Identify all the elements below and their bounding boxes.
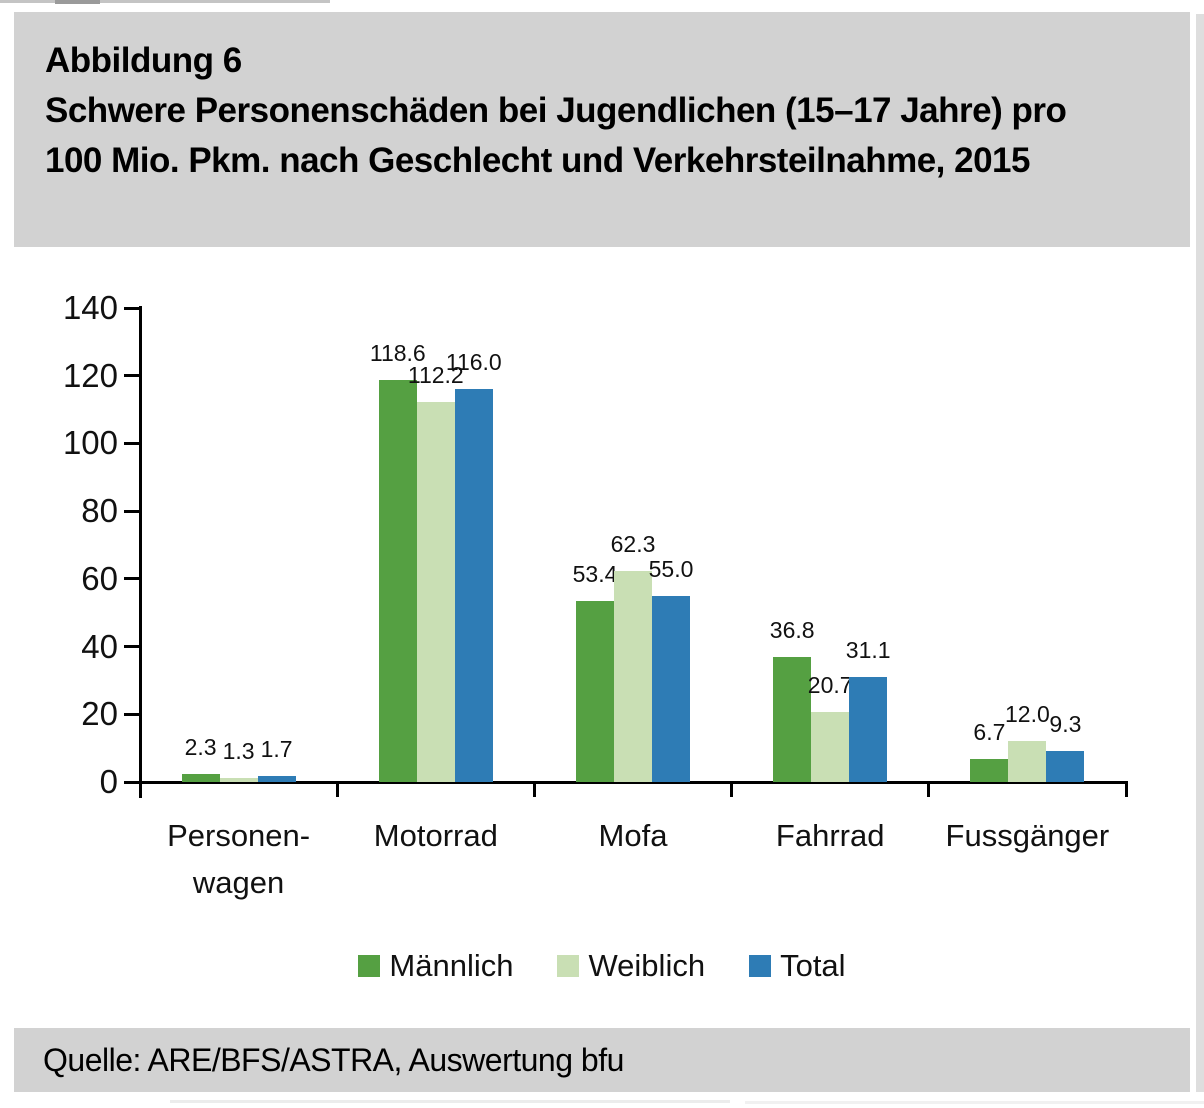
y-axis-tick: [124, 577, 140, 581]
figure-header-band: Abbildung 6 Schwere Personenschäden bei …: [14, 12, 1190, 247]
legend-item-männlich: Männlich: [358, 948, 513, 984]
y-axis-tick-label: 20: [81, 695, 118, 733]
bar-weiblich-personenwagen: [219, 777, 258, 782]
figure-title-line2: 100 Mio. Pkm. nach Geschlecht und Verkeh…: [45, 141, 1030, 180]
value-label-weiblich-personenwagen: 1.3: [222, 737, 255, 764]
legend-swatch-total: [749, 955, 772, 977]
legend-label-männlich: Männlich: [389, 948, 514, 983]
bar-total-personenwagen: [257, 776, 296, 782]
legend-swatch-weiblich: [557, 955, 580, 977]
value-label-männlich-mofa: 53.4: [572, 561, 618, 588]
bar-männlich-fussgänger: [970, 759, 1009, 782]
figure-title-line1: Schwere Personenschäden bei Jugendlichen…: [45, 91, 1067, 130]
y-axis-tick-label: 80: [81, 492, 118, 530]
chart-legend: Männlich Weiblich Total: [14, 948, 1190, 984]
x-axis-tick: [1124, 782, 1128, 797]
value-label-total-fahrrad: 31.1: [845, 636, 891, 663]
y-axis-tick-label: 60: [81, 559, 118, 597]
value-label-männlich-fussgänger: 6.7: [973, 719, 1006, 746]
bar-total-motorrad: [454, 389, 493, 782]
value-label-männlich-personenwagen: 2.3: [184, 734, 217, 761]
bar-total-fussgänger: [1046, 750, 1085, 782]
value-label-weiblich-fahrrad: 20.7: [807, 671, 853, 698]
value-label-total-motorrad: 116.0: [445, 349, 502, 376]
y-axis-tick: [124, 374, 140, 378]
x-axis-tick: [532, 782, 536, 797]
bar-männlich-motorrad: [378, 380, 417, 782]
figure-title: Abbildung 6 Schwere Personenschäden bei …: [45, 36, 1067, 186]
y-axis-tick: [124, 780, 140, 784]
scan-artifact-bottom-right: [745, 1101, 1204, 1104]
x-axis-line: [139, 781, 1128, 784]
value-label-weiblich-fussgänger: 12.0: [1005, 701, 1050, 728]
legend-item-total: Total: [749, 948, 846, 984]
source-band: Quelle: ARE/BFS/ASTRA, Auswertung bfu: [14, 1028, 1190, 1092]
category-label-fahrrad: Fahrrad: [775, 818, 885, 853]
y-axis-tick: [124, 509, 140, 513]
category-label-fussgänger: Fussgänger: [945, 818, 1110, 853]
bar-männlich-fahrrad: [773, 657, 812, 782]
legend-item-weiblich: Weiblich: [557, 948, 705, 984]
y-axis-tick-label: 0: [99, 763, 118, 800]
y-axis-tick: [124, 306, 140, 310]
bar-weiblich-fussgänger: [1008, 741, 1047, 782]
y-axis-tick: [124, 712, 140, 716]
scan-artifact-top: [0, 0, 330, 3]
scan-artifact-top-speck: [55, 0, 100, 4]
scan-artifact-right-edge: [1196, 14, 1204, 1092]
bar-weiblich-fahrrad: [811, 711, 850, 782]
y-axis-tick: [124, 645, 140, 649]
y-axis-tick-label: 40: [81, 627, 118, 665]
bar-total-fahrrad: [849, 676, 888, 782]
x-axis-tick: [927, 782, 931, 797]
y-axis-line: [139, 306, 142, 798]
x-axis-tick: [730, 782, 734, 797]
legend-swatch-männlich: [358, 955, 381, 977]
value-label-weiblich-mofa: 62.3: [610, 531, 656, 558]
legend-label-total: Total: [780, 948, 846, 983]
bar-männlich-mofa: [576, 601, 614, 782]
category-label-personenwagen: Personen- wagen: [167, 818, 311, 900]
value-label-männlich-motorrad: 118.6: [369, 340, 426, 367]
figure-number: Abbildung 6: [45, 41, 242, 80]
value-label-total-personenwagen: 1.7: [260, 736, 293, 763]
value-label-weiblich-motorrad: 112.2: [407, 362, 464, 389]
value-label-männlich-fahrrad: 36.8: [769, 617, 815, 644]
x-axis-tick: [138, 782, 142, 797]
bar-total-mofa: [652, 595, 690, 782]
value-label-total-mofa: 55.0: [648, 555, 694, 582]
bar-weiblich-mofa: [614, 571, 652, 782]
bar-weiblich-motorrad: [416, 402, 455, 782]
category-label-motorrad: Motorrad: [373, 818, 498, 853]
y-axis-tick-label: 100: [62, 424, 118, 462]
y-axis-tick-label: 140: [62, 289, 118, 326]
value-label-total-fussgänger: 9.3: [1049, 710, 1082, 737]
source-text: Quelle: ARE/BFS/ASTRA, Auswertung bfu: [43, 1041, 624, 1078]
y-axis-tick: [124, 441, 140, 445]
bar-männlich-personenwagen: [181, 774, 220, 782]
legend-label-weiblich: Weiblich: [588, 948, 706, 983]
y-axis-tick-label: 120: [62, 356, 118, 394]
scan-artifact-bottom-left: [170, 1100, 730, 1103]
x-axis-tick: [335, 782, 339, 797]
category-label-mofa: Mofa: [598, 818, 668, 853]
